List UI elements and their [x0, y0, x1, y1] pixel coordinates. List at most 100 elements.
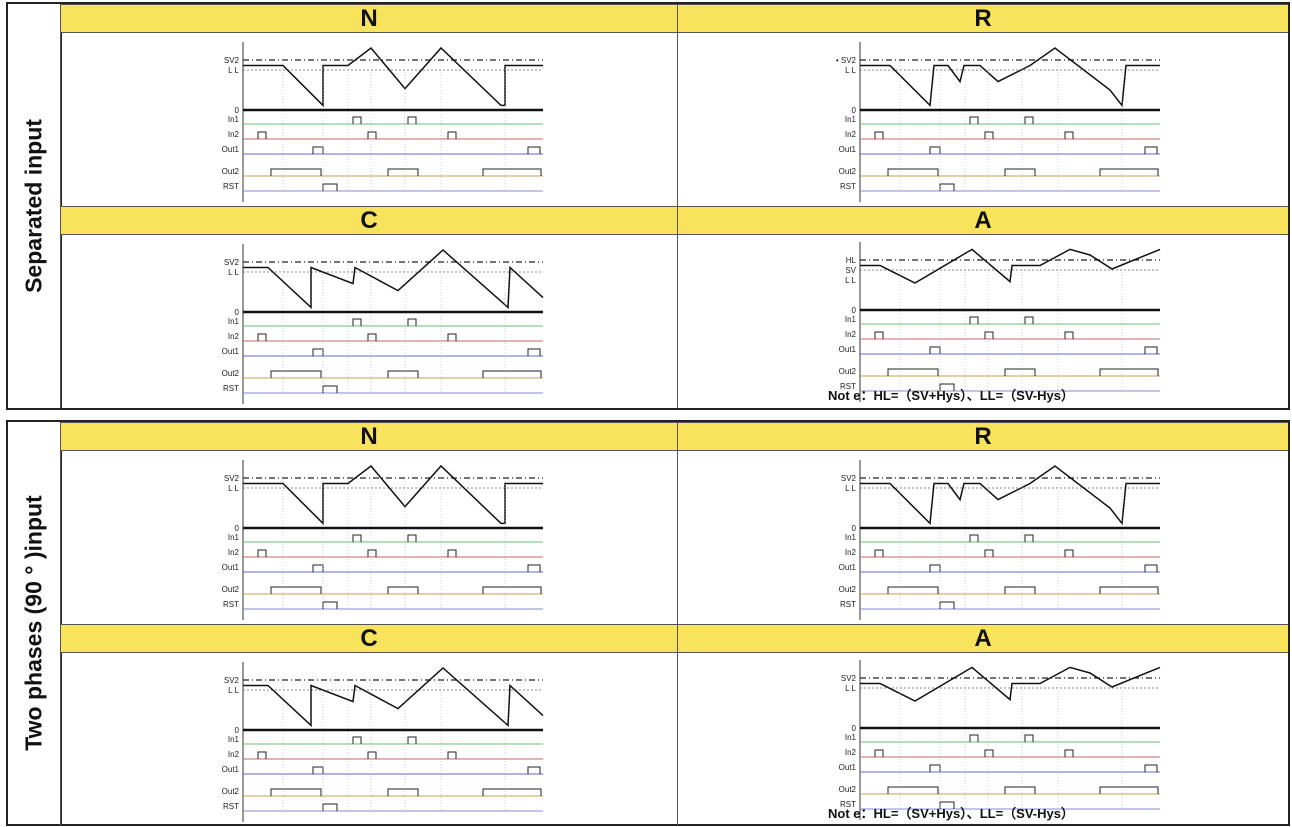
out2-pulse [387, 788, 419, 796]
label-top: • SV2 [836, 56, 857, 65]
out2-pulse [270, 168, 322, 176]
in1-pulse [1024, 734, 1034, 742]
label-out1: Out1 [222, 347, 240, 356]
in1-pulse [1024, 534, 1034, 542]
label-rst: RST [840, 800, 856, 809]
label-mid: L L [228, 484, 239, 493]
in2-pulse [257, 333, 267, 341]
label-rst: RST [223, 802, 239, 811]
label-zero: 0 [852, 724, 857, 733]
out1-pulse [527, 146, 541, 154]
in1-pulse [407, 534, 417, 542]
out2-pulse [1004, 786, 1036, 794]
rst-pulse [322, 803, 338, 811]
in2-pulse [874, 131, 884, 139]
label-in2: In2 [228, 332, 240, 341]
label-in2: In2 [228, 750, 240, 759]
out2-pulse [887, 168, 939, 176]
panel-head: C [61, 624, 677, 653]
label-out2: Out2 [222, 167, 240, 176]
panel-head: R [678, 422, 1288, 451]
section-two-phases-input: Two phases (90 ° )input N SV2 L L 0 In1 In2 O… [6, 420, 1290, 826]
out1-pulse [527, 348, 541, 356]
label-rst: RST [223, 384, 239, 393]
label-in1: In1 [228, 735, 240, 744]
in2-pulse [447, 549, 457, 557]
label-mid: L L [845, 484, 856, 493]
out2-pulse [270, 370, 322, 378]
label-rst: RST [840, 182, 856, 191]
out2-pulse [1099, 368, 1159, 376]
label-top: SV2 [224, 474, 240, 483]
in2-pulse [257, 131, 267, 139]
in1-pulse [969, 116, 979, 124]
panel-head: A [678, 624, 1288, 653]
in2-pulse [367, 751, 377, 759]
label-out2: Out2 [839, 367, 857, 376]
in1-pulse [1024, 316, 1034, 324]
rst-pulse [939, 383, 955, 391]
out2-pulse [270, 586, 322, 594]
in2-pulse [367, 131, 377, 139]
label-top: SV2 [224, 258, 240, 267]
in1-pulse [1024, 116, 1034, 124]
note-text: Not e：HL=（SV+Hys）、LL=（SV-Hys） [828, 806, 1074, 821]
in2-pulse [984, 749, 994, 757]
out1-pulse [1144, 564, 1158, 572]
out2-pulse [887, 368, 939, 376]
in1-pulse [969, 534, 979, 542]
label-out2: Out2 [222, 585, 240, 594]
side-label: Separated input [20, 119, 47, 293]
label-rst: RST [223, 600, 239, 609]
out1-pulse [1144, 764, 1158, 772]
label-in1: In1 [228, 533, 240, 542]
out2-pulse [482, 586, 542, 594]
in2-pulse [447, 333, 457, 341]
out1-pulse [312, 146, 324, 154]
label-in2: In2 [845, 330, 857, 339]
out2-pulse [887, 786, 939, 794]
in2-pulse [367, 549, 377, 557]
in1-pulse [352, 318, 362, 326]
label-out1: Out1 [839, 563, 857, 572]
label-rst: RST [840, 382, 856, 391]
out1-pulse [527, 766, 541, 774]
label-rst: RST [223, 182, 239, 191]
out2-pulse [1004, 168, 1036, 176]
count-waveform [243, 248, 544, 310]
label-out1: Out1 [839, 345, 857, 354]
rst-pulse [939, 601, 955, 609]
rst-pulse [322, 601, 338, 609]
in2-pulse [367, 333, 377, 341]
in2-pulse [1064, 749, 1074, 757]
side-label-box: Two phases (90 ° )input [8, 422, 62, 824]
label-in2: In2 [228, 548, 240, 557]
out2-pulse [1099, 586, 1159, 594]
out2-pulse [270, 788, 322, 796]
out1-pulse [312, 564, 324, 572]
in2-pulse [1064, 331, 1074, 339]
in2-pulse [984, 331, 994, 339]
panel-head: C [61, 206, 677, 235]
label-zero: 0 [235, 726, 240, 735]
label-out2: Out2 [839, 585, 857, 594]
label-out2: Out2 [222, 369, 240, 378]
label-top: SV2 [841, 674, 857, 683]
side-label-box: Separated input [8, 4, 62, 408]
label-zero: 0 [852, 106, 857, 115]
label-in2: In2 [845, 548, 857, 557]
in2-pulse [447, 751, 457, 759]
panel-head: N [61, 422, 677, 451]
out1-pulse [527, 564, 541, 572]
count-waveform [243, 46, 543, 108]
label-zero: 0 [235, 308, 240, 317]
label-out1: Out1 [222, 563, 240, 572]
count-waveform [243, 666, 544, 728]
in1-pulse [352, 116, 362, 124]
in1-pulse [969, 316, 979, 324]
